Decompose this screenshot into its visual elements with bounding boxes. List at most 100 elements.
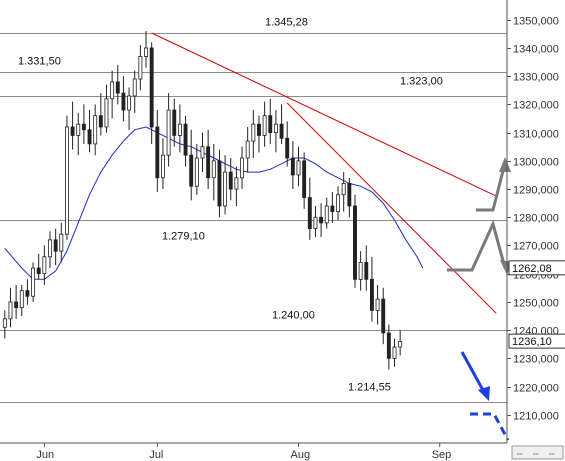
candle-body-up: [200, 146, 205, 159]
candle: [64, 115, 69, 240]
x-tick-label: Aug: [291, 449, 311, 461]
candle: [36, 253, 41, 280]
candle: [223, 155, 228, 215]
candle-body-down: [155, 126, 160, 179]
scroll-left-icon[interactable]: ⇔: [515, 448, 524, 458]
candle-body-up: [64, 126, 69, 235]
candle: [42, 245, 47, 285]
candle: [194, 143, 199, 195]
candle-body-down: [70, 126, 75, 136]
candle-body-down: [121, 92, 126, 111]
candle: [200, 132, 205, 173]
candle: [268, 98, 273, 144]
candle-body-down: [268, 115, 273, 134]
candle-body-up: [341, 183, 346, 196]
price-badge: 1262,08: [508, 260, 565, 276]
candle-body-down: [183, 123, 188, 156]
scroll-right-icon[interactable]: ⇔: [531, 448, 540, 458]
y-tick-label: 1210,000: [513, 411, 559, 423]
candle-body-up: [313, 216, 318, 229]
candle: [25, 279, 30, 305]
candle: [93, 104, 98, 156]
candle-body-up: [194, 157, 199, 187]
candle-body-up: [104, 98, 109, 128]
candle: [313, 205, 318, 238]
candle: [189, 129, 194, 201]
y-tick-label: 1290,000: [513, 185, 559, 197]
candle: [364, 245, 369, 291]
candle: [206, 129, 211, 190]
candle: [386, 324, 391, 370]
candle-body-up: [19, 290, 24, 308]
candle: [398, 330, 403, 356]
candlesticks: [2, 31, 403, 370]
projection-arrows: [447, 157, 512, 441]
candle-body-up: [375, 298, 380, 311]
price-badges: 1262,08 1236,10: [508, 260, 565, 349]
candle-body-up: [138, 56, 143, 80]
candle-body-down: [98, 115, 103, 128]
candle-body-up: [262, 115, 267, 136]
candle: [262, 101, 267, 147]
zoom-icon[interactable]: ⇔: [547, 448, 556, 458]
candle-body-up: [8, 301, 13, 320]
price-badge-label: 1236,10: [512, 336, 552, 348]
candle: [149, 42, 154, 144]
candle: [19, 284, 24, 317]
candle: [307, 177, 312, 240]
candle-body-down: [279, 123, 284, 139]
candle-body-down: [25, 290, 30, 297]
scroll-controls[interactable]: ⇔ ⇔ ⇔: [511, 445, 564, 460]
y-tick-label: 1280,000: [513, 213, 559, 225]
candle: [336, 186, 340, 221]
candle: [319, 203, 324, 238]
candle-body-down: [115, 81, 120, 94]
candle-body-up: [336, 194, 340, 213]
level-label: 1.279,10: [162, 231, 205, 243]
x-tick-label: Jun: [36, 449, 54, 461]
candle: [369, 256, 374, 322]
candle: [104, 84, 109, 133]
candle: [375, 284, 380, 325]
candle: [138, 45, 143, 91]
candle: [273, 110, 278, 153]
candle: [155, 110, 160, 192]
trendlines: [151, 32, 497, 314]
candle: [217, 149, 222, 218]
y-tick-label: 1250,000: [513, 298, 559, 310]
candle: [211, 143, 216, 201]
price-badge-box: [508, 260, 565, 276]
price-badge-box: [508, 333, 565, 349]
candle: [53, 228, 58, 266]
candle: [8, 287, 13, 328]
candle: [87, 110, 92, 153]
candle-body-up: [392, 346, 397, 359]
candle-body-down: [364, 262, 369, 280]
scrollbar-track[interactable]: [511, 445, 564, 460]
y-tick-label: 1220,000: [513, 383, 559, 395]
candle-body-down: [217, 160, 222, 207]
candle: [302, 152, 307, 209]
candle-body-down: [386, 332, 391, 359]
time-axis: Jun Jul Aug Sep: [36, 443, 451, 461]
candle-body-down: [353, 205, 357, 280]
candle: [121, 76, 126, 122]
candle-body-down: [172, 109, 177, 136]
candle: [251, 110, 256, 159]
candle-body-up: [110, 81, 115, 100]
candle: [59, 222, 64, 263]
blue-arrow-shaft: [460, 351, 486, 393]
candle-body-down: [330, 205, 335, 213]
candle: [330, 191, 335, 223]
candle: [177, 104, 182, 153]
candle: [290, 141, 295, 190]
candle: [110, 70, 115, 119]
candle-body-down: [290, 157, 295, 176]
candle: [161, 138, 165, 190]
y-tick-label: 1350,000: [513, 16, 559, 28]
price-badge: 1236,10: [508, 333, 565, 349]
candle: [132, 70, 137, 113]
y-tick-label: 1310,000: [513, 129, 559, 141]
candle: [115, 64, 120, 105]
candle-body-up: [2, 318, 7, 328]
